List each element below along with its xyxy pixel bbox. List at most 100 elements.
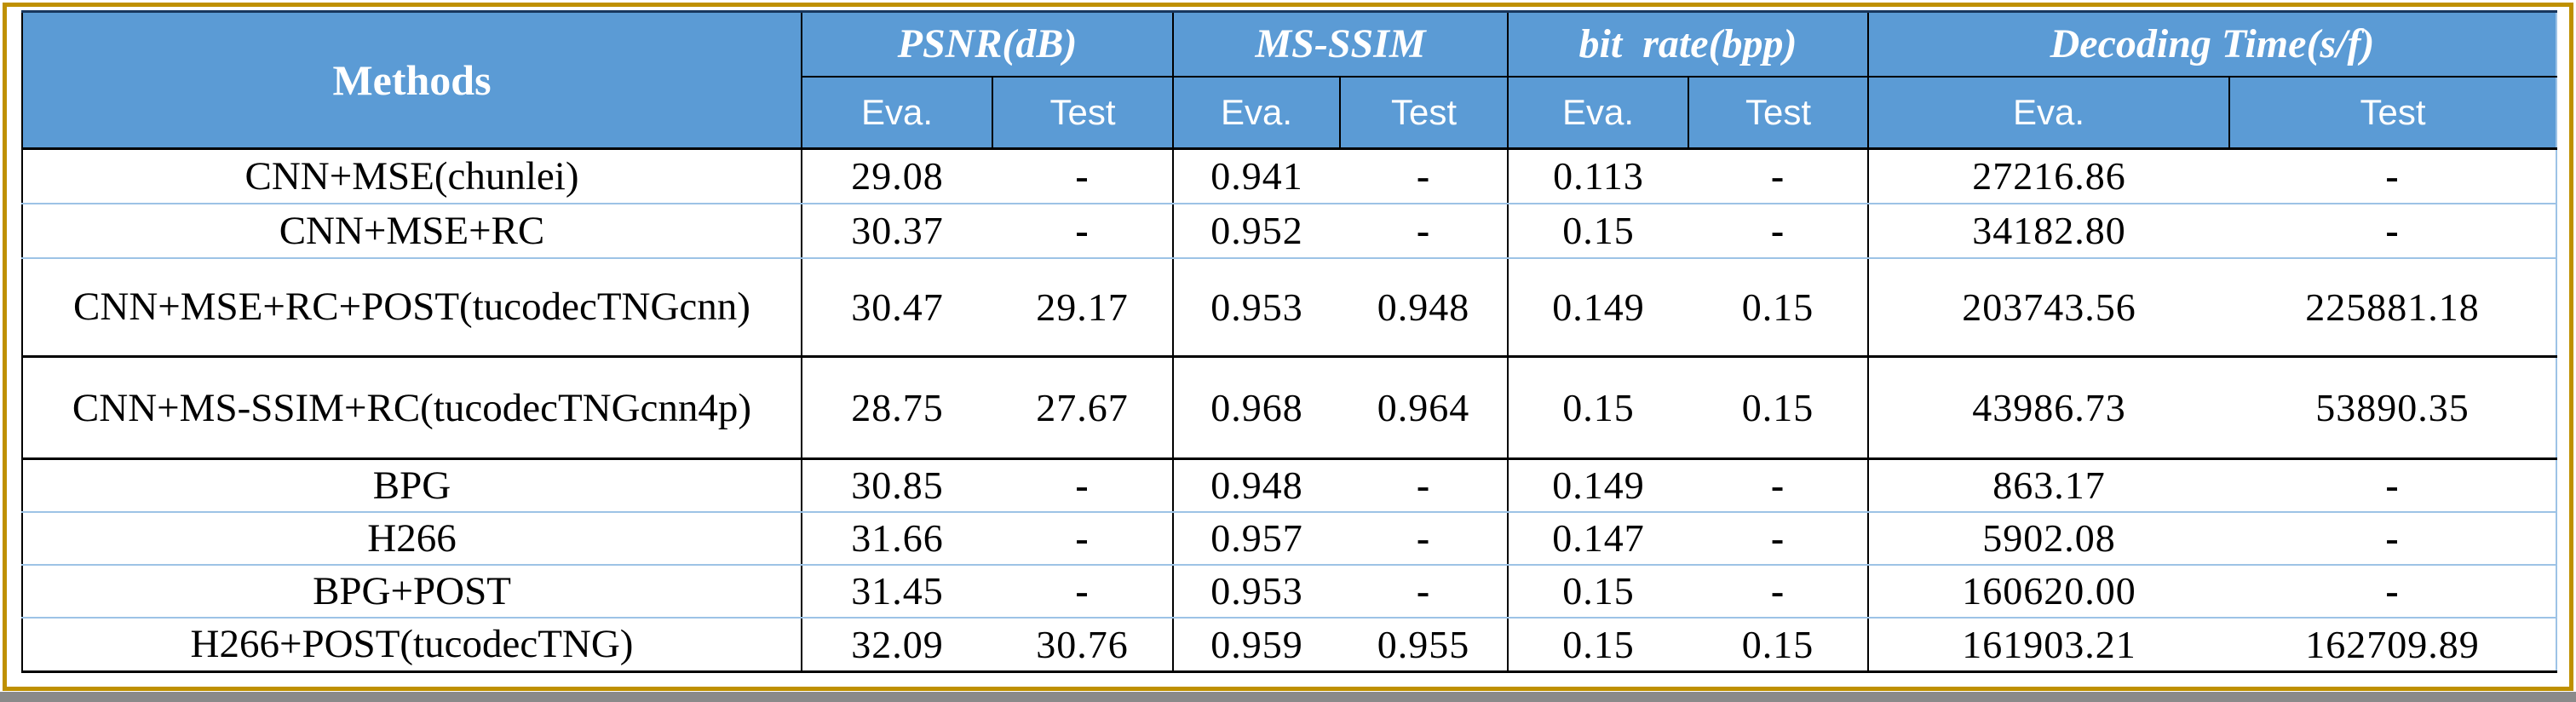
subheader-psnr-test: Test [992,76,1174,150]
value-cell: 0.149 [1508,257,1689,358]
value-cell: 0.941 [1173,148,1340,204]
value-cell: - [1688,148,1870,204]
method-cell: H266+POST(tucodecTNG) [22,617,802,672]
method-cell: BPG+POST [22,564,802,619]
value-cell: 28.75 [802,356,992,460]
value-cell: 34182.80 [1868,203,2230,259]
value-cell: 0.959 [1210,622,1303,666]
subheader-bit-rate-eva: Eva. [1508,76,1690,150]
value-cell: 0.957 [1173,511,1340,566]
value-cell: 0.955 [1340,617,1509,672]
group-header-row: Methods PSNR(dB) MS-SSIM bit rate(bpp) D… [22,11,2557,150]
bit-rate-group-header: bit rate(bpp) [1508,11,1870,78]
table-row: CNN+MSE(chunlei) 29.08-0.941-0.113-27216.… [22,148,2557,204]
method-cell: CNN+MS-SSIM+RC(tucodecTNGcnn4p) [22,356,802,460]
value-cell: 160620.00 [1868,564,2230,619]
value-cell: - [1340,203,1509,259]
psnr-group-header: PSNR(dB) [802,11,1174,78]
table-row: H266 31.66-0.957-0.147-5902.08- [22,511,2557,566]
value-cell: 0.948 [1173,458,1340,513]
value-cell: 32.09 [851,622,944,666]
results-table: Methods PSNR(dB) MS-SSIM bit rate(bpp) D… [21,10,2558,673]
value-cell: 863.17 [1868,458,2230,513]
value-cell: - [992,458,1174,513]
table-row: CNN+MSE+RC 30.37-0.952-0.15-34182.80- [22,203,2557,259]
table-row: BPG+POST 31.45-0.953-0.15-160620.00- [22,564,2557,619]
table-row: CNN+MSE+RC+POST(tucodecTNGcnn) 30.47 29.17… [22,257,2557,358]
value-cell: 29.08 [802,148,992,204]
subheader-ms-ssim-eva: Eva. [1173,76,1341,150]
value-cell: - [992,203,1174,259]
value-cell: 0.15 [1688,617,1870,672]
value-cell: - [2229,203,2557,259]
value-cell: - [1688,564,1870,619]
value-cell: 0.15 [1562,622,1635,666]
value-cell: 5902.08 [1868,511,2230,566]
value-cell: 161903.21 [1962,622,2136,666]
value-cell: - [992,564,1174,619]
value-cell: - [2229,564,2557,619]
value-cell: 0.15 [1508,564,1689,619]
method-cell: CNN+MSE+RC+POST(tucodecTNGcnn) [22,257,802,358]
value-cell: 225881.18 [2229,257,2557,358]
value-cell: - [1688,203,1870,259]
value-cell: 0.15 [1508,203,1689,259]
subheader-psnr-eva: Eva. [802,76,993,150]
sub-header-row: Eva. Test Eva. Test Eva. Test Eva. Test [22,76,2557,150]
value-cell: - [1340,458,1509,513]
methods-column-header: Methods [22,11,802,150]
table-row: H266+POST(tucodecTNG) 32.09 30.76 0.959 0.95… [22,617,2556,672]
value-cell: 0.964 [1340,356,1509,460]
value-cell: - [2229,458,2557,513]
value-cell: 0.953 [1173,257,1340,358]
value-cell: 30.37 [802,203,992,259]
value-cell: 0.149 [1508,458,1689,513]
value-cell: - [1688,458,1870,513]
value-cell: 0.952 [1173,203,1340,259]
subheader-bit-rate-test: Test [1688,76,1870,150]
value-cell: - [2229,148,2557,204]
value-cell: 0.968 [1173,356,1340,460]
value-cell: 162709.89 [2305,622,2480,666]
subheader-decoding-eva: Eva. [1868,76,2231,150]
value-cell: 0.953 [1173,564,1340,619]
value-cell: - [1340,511,1509,566]
value-cell: 0.15 [1688,356,1870,460]
value-cell: - [1340,564,1509,619]
value-cell: 53890.35 [2229,356,2557,460]
subheader-decoding-test: Test [2229,76,2557,150]
table-header: Methods PSNR(dB) MS-SSIM bit rate(bpp) D… [22,11,2557,150]
value-cell: 43986.73 [1868,356,2230,460]
value-cell: 29.17 [992,257,1174,358]
value-cell: 30.47 [802,257,992,358]
value-cell: - [2229,511,2557,566]
value-cell: 0.147 [1508,511,1689,566]
decoding-time-group-header: Decoding Time(s/f) [1868,11,2557,78]
subheader-ms-ssim-test: Test [1340,76,1509,150]
value-cell: 31.66 [802,511,992,566]
value-cell: 0.948 [1340,257,1509,358]
value-cell: 0.15 [1688,257,1870,358]
value-cell: 27216.86 [1868,148,2230,204]
table-row: CNN+MS-SSIM+RC(tucodecTNGcnn4p) 28.75 27.6… [22,356,2557,460]
method-cell: BPG [22,458,802,513]
value-cell: - [992,511,1174,566]
value-cell: 30.76 [992,617,1174,672]
table-row: BPG 30.85-0.948-0.149-863.17- [22,458,2557,513]
value-cell: 0.15 [1508,356,1689,460]
method-cell: CNN+MSE+RC [22,203,802,259]
table-body: CNN+MSE(chunlei) 29.08-0.941-0.113-27216.… [22,148,2557,672]
ms-ssim-group-header: MS-SSIM [1173,11,1509,78]
value-cell: 0.113 [1508,148,1689,204]
method-cell: CNN+MSE(chunlei) [22,148,802,204]
method-cell: H266 [22,511,802,566]
value-cell: 31.45 [802,564,992,619]
value-cell: - [992,148,1174,204]
value-cell: 203743.56 [1868,257,2230,358]
value-cell: - [1688,511,1870,566]
bottom-grey-strip [0,692,2576,702]
value-cell: 27.67 [992,356,1174,460]
value-cell: - [1340,148,1509,204]
value-cell: 30.85 [802,458,992,513]
